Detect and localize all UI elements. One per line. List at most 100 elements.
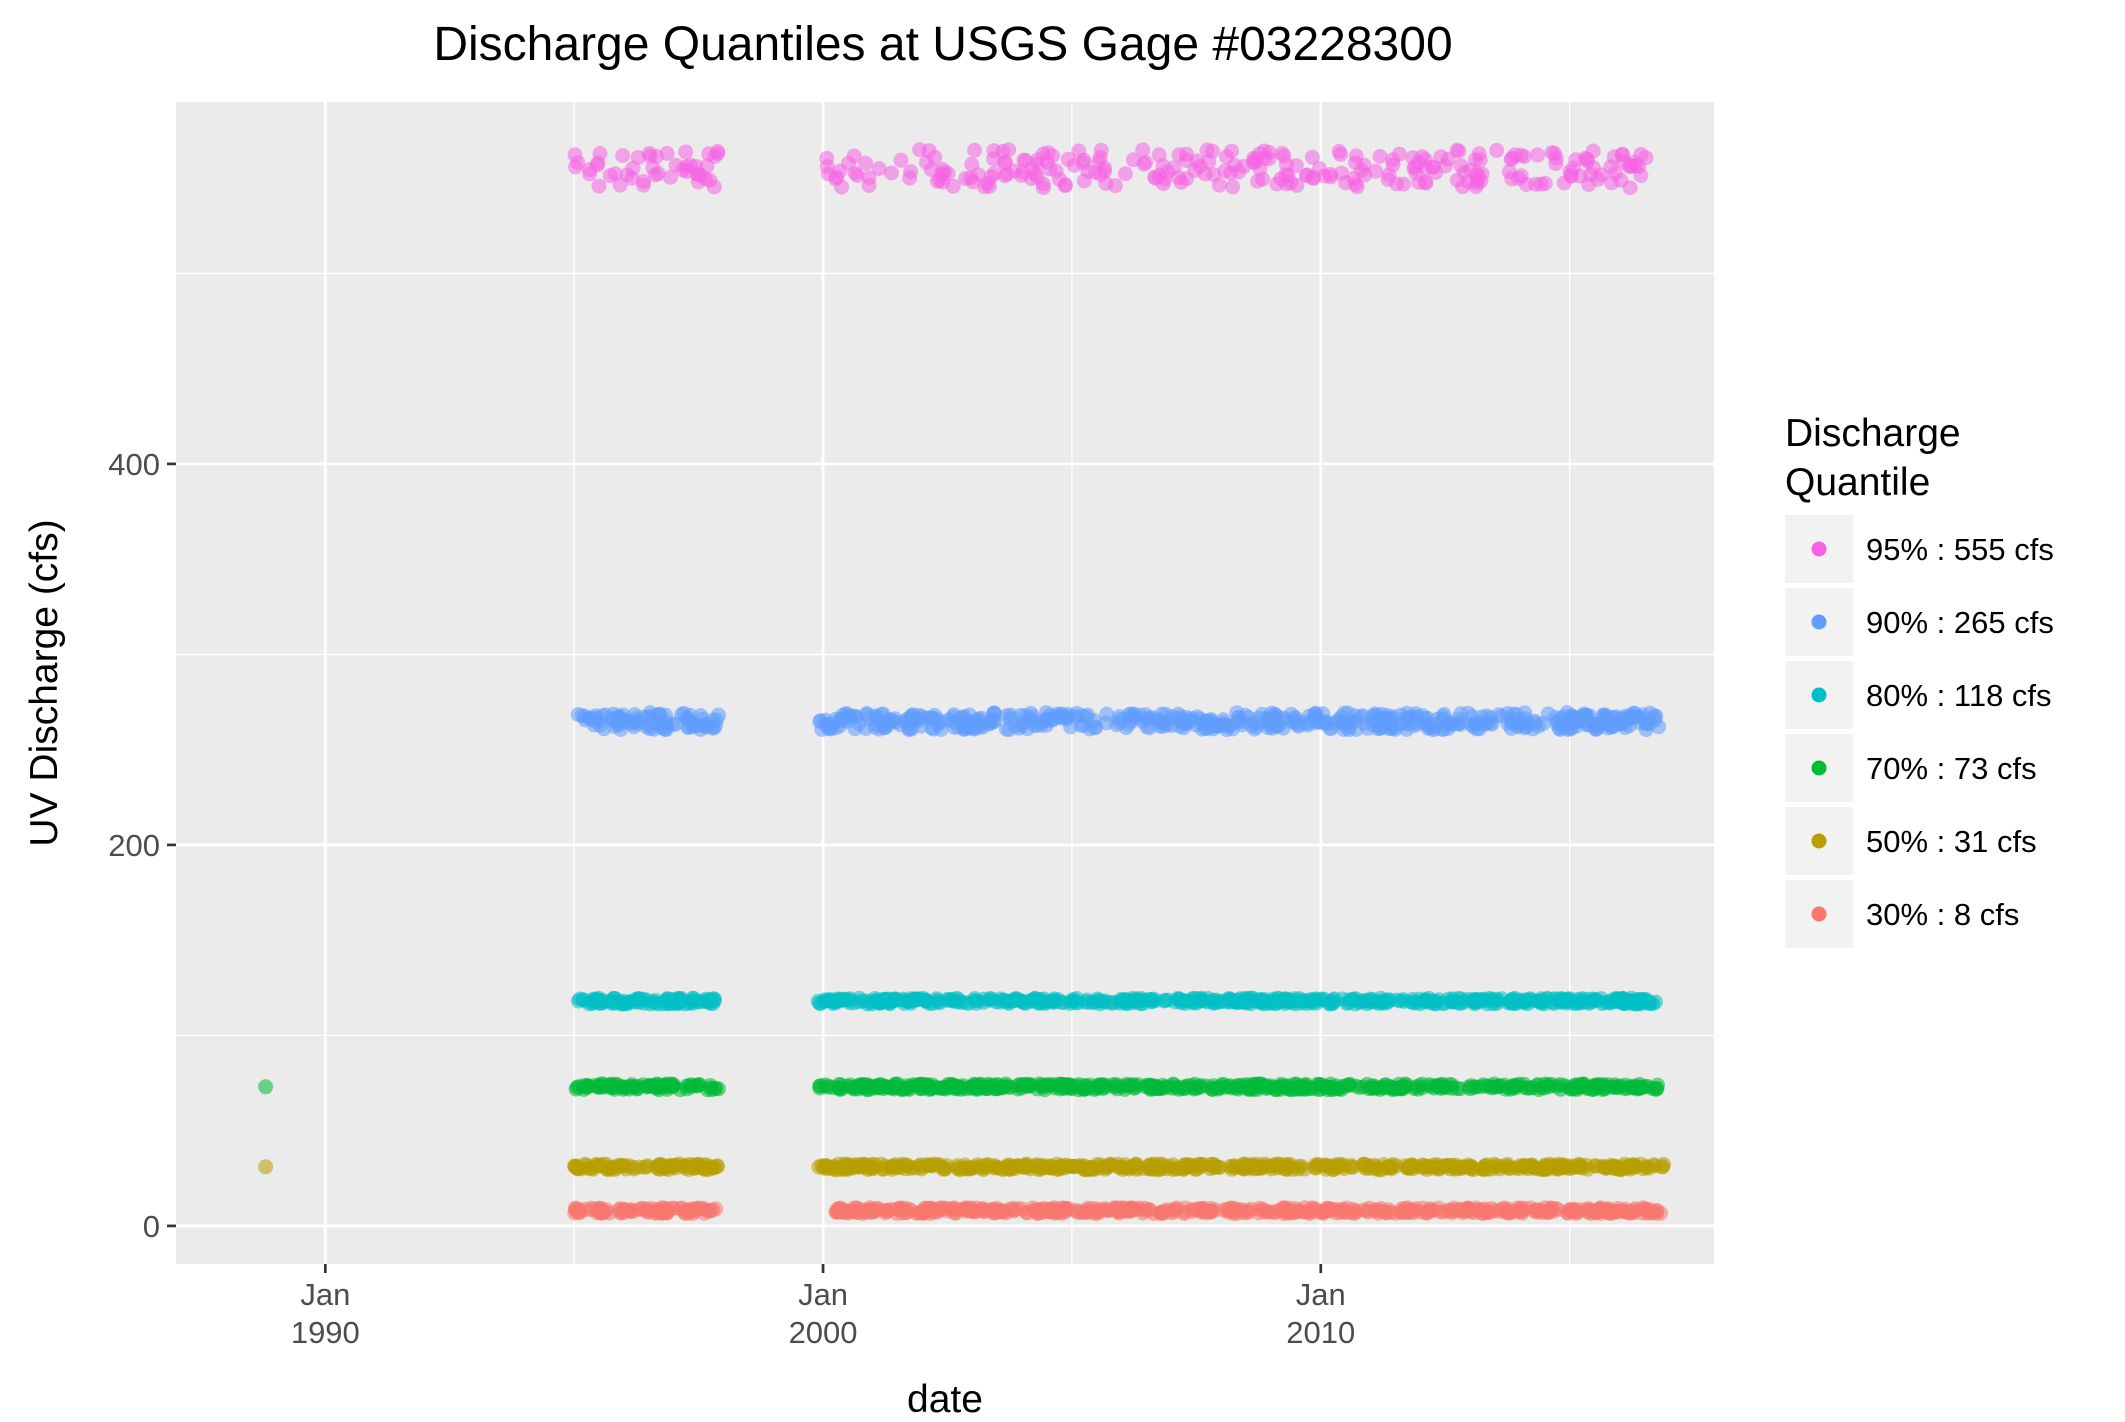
data-point xyxy=(1409,716,1425,732)
data-point xyxy=(871,161,887,177)
data-point xyxy=(913,1157,929,1173)
data-point xyxy=(695,711,710,727)
data-point xyxy=(1490,992,1506,1008)
data-point xyxy=(672,1156,688,1172)
data-point xyxy=(692,1077,708,1092)
data-point xyxy=(925,1204,941,1220)
data-point xyxy=(702,1202,718,1218)
data-point xyxy=(1463,1204,1479,1220)
data-point xyxy=(1088,719,1104,735)
data-point xyxy=(1334,165,1350,181)
data-point xyxy=(837,1202,853,1218)
data-point xyxy=(1562,721,1578,737)
data-point xyxy=(1647,1158,1663,1174)
data-point xyxy=(1393,1081,1409,1096)
data-point xyxy=(1347,1205,1363,1221)
data-point xyxy=(1451,995,1467,1011)
data-point xyxy=(936,165,952,180)
data-point xyxy=(626,1161,642,1177)
data-point xyxy=(1429,1077,1445,1093)
data-point xyxy=(1044,1204,1060,1220)
data-point xyxy=(1540,1159,1556,1175)
data-point xyxy=(705,1160,721,1176)
data-point xyxy=(1135,142,1151,158)
data-point xyxy=(1598,1160,1614,1176)
data-point xyxy=(1192,1079,1208,1095)
data-point xyxy=(619,167,635,183)
data-point xyxy=(1647,708,1663,724)
data-point xyxy=(1096,994,1112,1010)
data-point xyxy=(1276,148,1292,164)
data-point xyxy=(1231,164,1247,180)
data-point xyxy=(1366,1157,1382,1173)
data-point xyxy=(958,171,974,187)
data-point xyxy=(1317,168,1332,184)
data-point xyxy=(819,150,835,166)
data-point xyxy=(966,993,982,1009)
data-point xyxy=(967,142,983,158)
data-point xyxy=(870,1200,885,1216)
x-tick-label-year: 1990 xyxy=(291,1315,360,1350)
data-point xyxy=(1533,176,1549,192)
data-point xyxy=(620,996,636,1012)
data-point xyxy=(1138,707,1154,723)
data-point xyxy=(612,716,628,732)
legend-label-4: 50% : 31 cfs xyxy=(1866,824,2037,859)
data-point xyxy=(1600,1202,1616,1218)
data-point xyxy=(1080,164,1096,179)
chart-title: Discharge Quantiles at USGS Gage #032283… xyxy=(433,18,1452,71)
data-point xyxy=(1584,994,1599,1010)
data-point xyxy=(1135,1205,1151,1221)
data-point xyxy=(1463,1078,1479,1094)
data-point xyxy=(858,155,874,171)
data-point xyxy=(1503,1205,1519,1221)
legend-marker-2 xyxy=(1811,687,1827,703)
data-point xyxy=(1430,1157,1446,1173)
data-point xyxy=(1356,157,1372,173)
data-point xyxy=(1580,153,1596,169)
data-point xyxy=(1506,706,1522,722)
series-2 xyxy=(571,990,1663,1012)
data-point xyxy=(1361,1200,1377,1216)
data-point xyxy=(1291,1204,1306,1220)
data-point xyxy=(1302,1206,1318,1221)
data-point xyxy=(1584,1082,1600,1097)
data-point xyxy=(1078,994,1094,1010)
legend-marker-1 xyxy=(1811,614,1827,630)
data-point xyxy=(650,166,666,181)
data-point xyxy=(948,1205,964,1221)
data-point xyxy=(901,722,917,738)
data-point xyxy=(1111,709,1127,725)
data-point xyxy=(868,1078,884,1094)
data-point xyxy=(835,1161,851,1177)
data-point xyxy=(1403,1157,1419,1173)
data-point xyxy=(1547,145,1563,161)
data-point xyxy=(994,1161,1010,1177)
data-point xyxy=(1472,152,1488,168)
data-point xyxy=(1378,995,1393,1011)
data-point xyxy=(1118,720,1134,736)
data-point xyxy=(1638,1079,1654,1095)
data-point xyxy=(662,169,678,185)
data-point xyxy=(1256,995,1272,1010)
grid-major xyxy=(176,102,1714,1264)
data-point xyxy=(1205,1156,1221,1172)
data-point xyxy=(594,1205,609,1221)
y-tick-label: 400 xyxy=(108,447,160,482)
data-point xyxy=(623,1204,639,1220)
data-point xyxy=(611,1202,627,1218)
data-point xyxy=(1128,1156,1144,1172)
data-point xyxy=(1239,995,1255,1011)
data-point xyxy=(1225,179,1241,195)
x-tick-label-year: 2000 xyxy=(789,1315,858,1350)
data-point xyxy=(1341,715,1357,731)
data-point xyxy=(698,171,713,187)
data-point xyxy=(582,166,598,182)
data-point xyxy=(1126,1080,1142,1096)
data-point xyxy=(910,1205,926,1221)
data-point xyxy=(1169,1160,1185,1176)
data-point xyxy=(1300,717,1316,733)
data-point xyxy=(642,1077,658,1093)
data-point xyxy=(678,1078,694,1094)
